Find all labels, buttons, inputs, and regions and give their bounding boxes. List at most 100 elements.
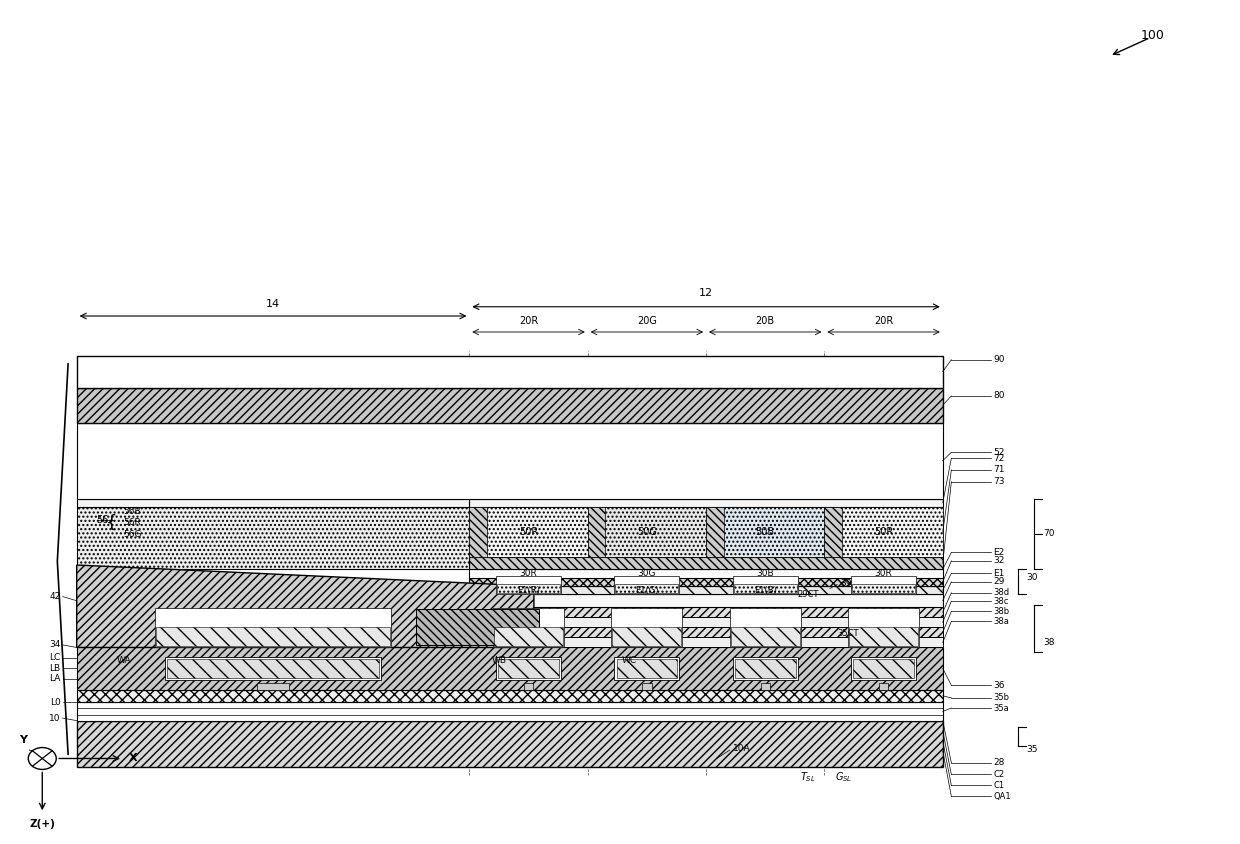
- Bar: [825, 507, 942, 557]
- Text: 20R: 20R: [518, 316, 538, 326]
- Text: 38a: 38a: [993, 617, 1009, 626]
- Text: E1(G): E1(G): [635, 586, 658, 595]
- Bar: [258, 683, 289, 690]
- Text: 29CT: 29CT: [797, 590, 820, 599]
- Bar: [470, 577, 942, 586]
- Bar: [77, 423, 942, 499]
- Bar: [613, 627, 681, 646]
- Text: {: {: [107, 514, 118, 532]
- Text: $T_{SL}$: $T_{SL}$: [801, 770, 816, 784]
- Bar: [494, 627, 563, 646]
- Bar: [588, 507, 706, 557]
- Text: 30R: 30R: [874, 569, 893, 578]
- Text: Z(+): Z(+): [30, 819, 56, 829]
- Text: 29: 29: [993, 577, 1004, 587]
- Text: 38: 38: [1043, 638, 1054, 647]
- Text: WA: WA: [117, 656, 131, 664]
- Bar: [760, 683, 770, 690]
- Bar: [77, 637, 942, 647]
- Bar: [729, 608, 801, 647]
- Bar: [497, 584, 560, 592]
- Text: 56: 56: [95, 515, 108, 525]
- Text: 72: 72: [993, 454, 1004, 463]
- Text: 10: 10: [50, 714, 61, 722]
- Text: 38b: 38b: [993, 607, 1009, 616]
- Bar: [733, 576, 797, 593]
- Bar: [167, 658, 379, 679]
- Text: 39: 39: [841, 579, 852, 588]
- Bar: [77, 499, 470, 507]
- Bar: [498, 658, 559, 679]
- Text: 56B: 56B: [123, 506, 140, 516]
- Text: 56G: 56G: [123, 530, 141, 539]
- Bar: [611, 608, 682, 647]
- Bar: [616, 658, 677, 679]
- Text: LA: LA: [50, 674, 61, 684]
- Bar: [77, 617, 942, 627]
- Text: 90: 90: [993, 355, 1004, 365]
- Bar: [165, 657, 381, 680]
- Text: 36: 36: [993, 681, 1004, 690]
- Text: 38c: 38c: [993, 597, 1008, 606]
- Text: 52: 52: [993, 448, 1004, 457]
- Bar: [706, 507, 825, 557]
- Text: 30B: 30B: [756, 569, 774, 578]
- Bar: [588, 507, 605, 557]
- Bar: [77, 507, 470, 569]
- Text: 20R: 20R: [874, 316, 893, 326]
- Text: 30G: 30G: [637, 569, 656, 578]
- Text: WC: WC: [621, 656, 636, 664]
- Bar: [496, 657, 560, 680]
- Text: 32: 32: [993, 556, 1004, 565]
- Bar: [615, 584, 678, 592]
- Text: E2: E2: [993, 548, 1004, 557]
- Text: 70: 70: [1043, 529, 1054, 538]
- Bar: [735, 658, 796, 679]
- Text: 56R: 56R: [123, 518, 140, 528]
- Text: 42: 42: [50, 592, 61, 601]
- Text: WB: WB: [491, 656, 506, 664]
- Bar: [706, 507, 724, 557]
- Bar: [734, 584, 797, 592]
- Polygon shape: [77, 565, 534, 647]
- Text: 20G: 20G: [637, 316, 657, 326]
- Text: 50B: 50B: [755, 528, 775, 537]
- Bar: [77, 387, 942, 423]
- Bar: [496, 576, 560, 593]
- Bar: [77, 690, 942, 702]
- Text: 35: 35: [1027, 745, 1038, 755]
- Text: X: X: [128, 754, 136, 764]
- Bar: [470, 507, 487, 557]
- Bar: [614, 657, 680, 680]
- Bar: [614, 576, 680, 593]
- Bar: [77, 627, 942, 637]
- Text: E1(R): E1(R): [517, 586, 539, 595]
- Text: LB: LB: [50, 664, 61, 673]
- Bar: [848, 608, 919, 647]
- Text: 35a: 35a: [993, 704, 1009, 712]
- Bar: [851, 576, 916, 593]
- Bar: [825, 507, 842, 557]
- Text: 50R: 50R: [518, 528, 538, 537]
- Bar: [470, 594, 942, 607]
- Text: 30: 30: [1027, 573, 1038, 582]
- Polygon shape: [415, 609, 539, 645]
- Text: 71: 71: [993, 465, 1004, 474]
- Bar: [77, 607, 942, 617]
- Text: E1: E1: [993, 569, 1004, 578]
- Bar: [470, 499, 942, 507]
- Bar: [470, 569, 942, 577]
- Bar: [77, 702, 942, 721]
- Text: 80: 80: [993, 392, 1004, 400]
- Text: C1: C1: [993, 781, 1004, 790]
- Text: 30R: 30R: [520, 569, 537, 578]
- Text: QA1: QA1: [993, 792, 1011, 801]
- Text: 34: 34: [50, 641, 61, 649]
- Text: 10A: 10A: [733, 744, 750, 753]
- Text: Y: Y: [19, 735, 27, 745]
- Text: 35b: 35b: [993, 694, 1009, 702]
- Bar: [77, 355, 942, 387]
- Bar: [155, 608, 391, 647]
- Bar: [156, 627, 389, 646]
- Text: 50R: 50R: [874, 528, 893, 537]
